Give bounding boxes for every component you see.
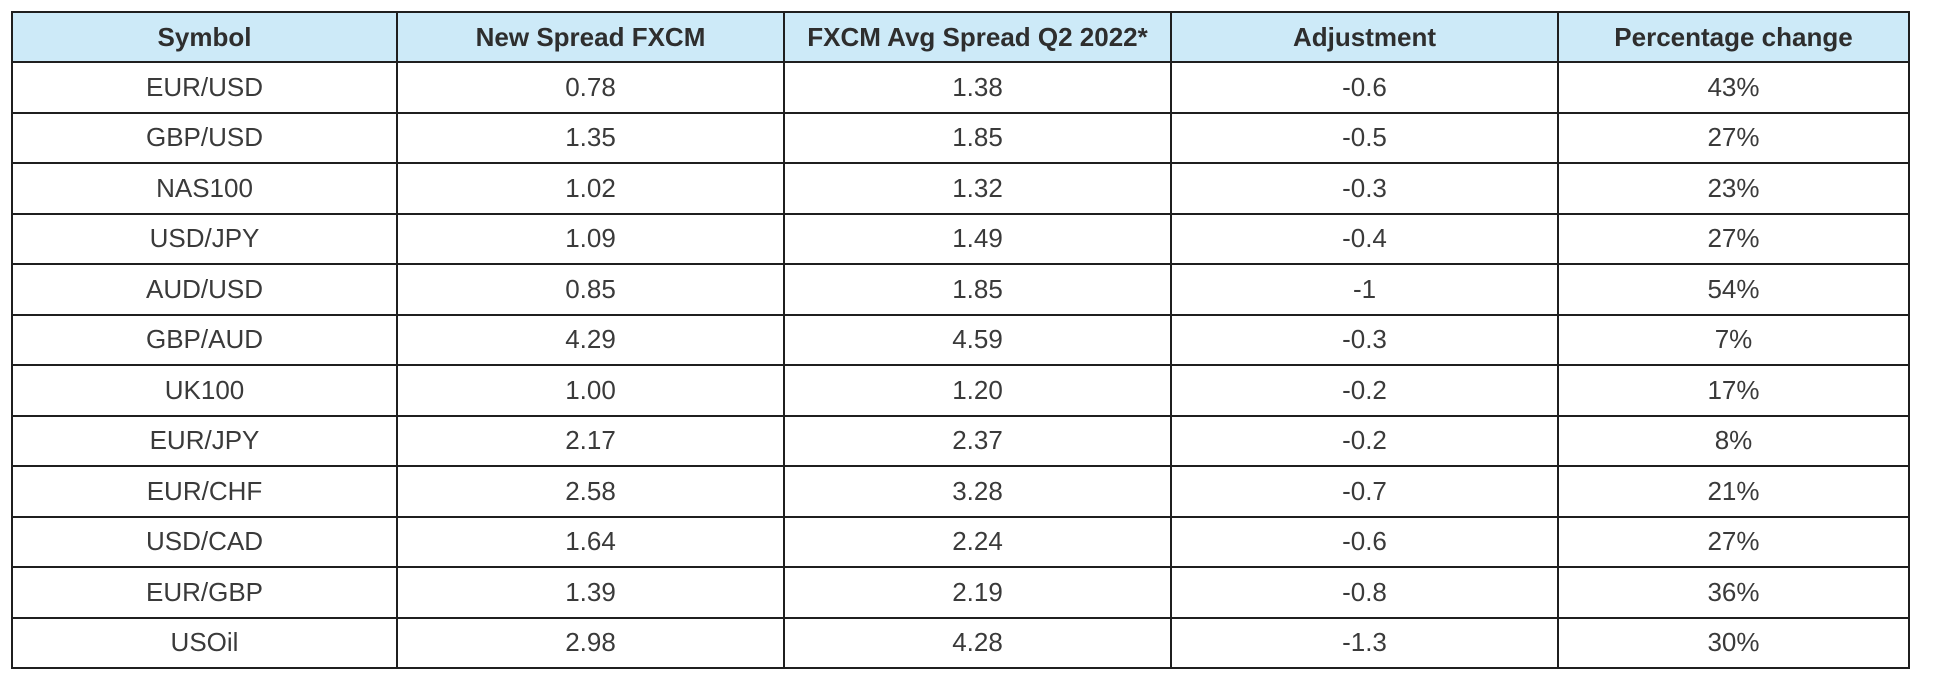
percentage-change-cell: 54%: [1557, 263, 1910, 316]
adjustment-cell: -1: [1170, 263, 1559, 316]
symbol-cell: GBP/USD: [11, 111, 398, 164]
table-row: GBP/USD 1.35 1.85 -0.5 27%: [11, 111, 1910, 164]
table-body: EUR/USD 0.78 1.38 -0.6 43% GBP/USD 1.35 1.85 -0.…: [11, 61, 1910, 669]
new-spread-cell: 4.29: [396, 313, 785, 366]
table-row: UK100 1.00 1.20 -0.2 17%: [11, 364, 1910, 417]
table-header: Symbol New Spread FXCM FXCM Avg Spread Q…: [11, 11, 1910, 63]
header-row: Symbol New Spread FXCM FXCM Avg Spread Q…: [11, 11, 1910, 63]
percentage-change-cell: 36%: [1557, 566, 1910, 619]
avg-spread-cell: 1.20: [783, 364, 1172, 417]
adjustment-cell: -0.4: [1170, 212, 1559, 265]
symbol-cell: AUD/USD: [11, 263, 398, 316]
avg-spread-cell: 4.59: [783, 313, 1172, 366]
adjustment-cell: -0.3: [1170, 162, 1559, 215]
new-spread-cell: 0.78: [396, 61, 785, 114]
adjustment-cell: -0.7: [1170, 465, 1559, 518]
percentage-change-cell: 27%: [1557, 212, 1910, 265]
symbol-cell: NAS100: [11, 162, 398, 215]
table-row: EUR/CHF 2.58 3.28 -0.7 21%: [11, 465, 1910, 518]
avg-spread-cell: 1.85: [783, 111, 1172, 164]
table-row: USD/CAD 1.64 2.24 -0.6 27%: [11, 515, 1910, 568]
adjustment-cell: -0.5: [1170, 111, 1559, 164]
table-row: AUD/USD 0.85 1.85 -1 54%: [11, 263, 1910, 316]
avg-spread-cell: 4.28: [783, 616, 1172, 669]
symbol-cell: USD/JPY: [11, 212, 398, 265]
adjustment-cell: -0.8: [1170, 566, 1559, 619]
percentage-change-cell: 27%: [1557, 515, 1910, 568]
table-row: USD/JPY 1.09 1.49 -0.4 27%: [11, 212, 1910, 265]
column-header-avg-spread: FXCM Avg Spread Q2 2022*: [783, 11, 1172, 63]
avg-spread-cell: 1.85: [783, 263, 1172, 316]
symbol-cell: UK100: [11, 364, 398, 417]
percentage-change-cell: 21%: [1557, 465, 1910, 518]
new-spread-cell: 2.98: [396, 616, 785, 669]
table-row: EUR/USD 0.78 1.38 -0.6 43%: [11, 61, 1910, 114]
spread-table-container: Symbol New Spread FXCM FXCM Avg Spread Q…: [11, 11, 1910, 669]
new-spread-cell: 1.09: [396, 212, 785, 265]
symbol-cell: GBP/AUD: [11, 313, 398, 366]
new-spread-cell: 1.02: [396, 162, 785, 215]
new-spread-cell: 1.00: [396, 364, 785, 417]
table-row: EUR/JPY 2.17 2.37 -0.2 8%: [11, 414, 1910, 467]
avg-spread-cell: 1.32: [783, 162, 1172, 215]
table-row: NAS100 1.02 1.32 -0.3 23%: [11, 162, 1910, 215]
new-spread-cell: 1.64: [396, 515, 785, 568]
new-spread-cell: 2.58: [396, 465, 785, 518]
symbol-cell: EUR/GBP: [11, 566, 398, 619]
adjustment-cell: -0.3: [1170, 313, 1559, 366]
symbol-cell: USOil: [11, 616, 398, 669]
percentage-change-cell: 17%: [1557, 364, 1910, 417]
table-row: EUR/GBP 1.39 2.19 -0.8 36%: [11, 566, 1910, 619]
avg-spread-cell: 2.19: [783, 566, 1172, 619]
avg-spread-cell: 1.49: [783, 212, 1172, 265]
new-spread-cell: 2.17: [396, 414, 785, 467]
avg-spread-cell: 3.28: [783, 465, 1172, 518]
column-header-percentage-change: Percentage change: [1557, 11, 1910, 63]
percentage-change-cell: 43%: [1557, 61, 1910, 114]
percentage-change-cell: 30%: [1557, 616, 1910, 669]
new-spread-cell: 1.39: [396, 566, 785, 619]
table-row: USOil 2.98 4.28 -1.3 30%: [11, 616, 1910, 669]
column-header-new-spread: New Spread FXCM: [396, 11, 785, 63]
column-header-adjustment: Adjustment: [1170, 11, 1559, 63]
percentage-change-cell: 23%: [1557, 162, 1910, 215]
spread-comparison-table: Symbol New Spread FXCM FXCM Avg Spread Q…: [11, 11, 1910, 669]
adjustment-cell: -0.2: [1170, 364, 1559, 417]
table-row: GBP/AUD 4.29 4.59 -0.3 7%: [11, 313, 1910, 366]
percentage-change-cell: 7%: [1557, 313, 1910, 366]
new-spread-cell: 0.85: [396, 263, 785, 316]
column-header-symbol: Symbol: [11, 11, 398, 63]
adjustment-cell: -0.6: [1170, 515, 1559, 568]
adjustment-cell: -0.6: [1170, 61, 1559, 114]
adjustment-cell: -1.3: [1170, 616, 1559, 669]
symbol-cell: EUR/CHF: [11, 465, 398, 518]
symbol-cell: USD/CAD: [11, 515, 398, 568]
adjustment-cell: -0.2: [1170, 414, 1559, 467]
avg-spread-cell: 1.38: [783, 61, 1172, 114]
avg-spread-cell: 2.37: [783, 414, 1172, 467]
percentage-change-cell: 27%: [1557, 111, 1910, 164]
percentage-change-cell: 8%: [1557, 414, 1910, 467]
new-spread-cell: 1.35: [396, 111, 785, 164]
symbol-cell: EUR/JPY: [11, 414, 398, 467]
symbol-cell: EUR/USD: [11, 61, 398, 114]
avg-spread-cell: 2.24: [783, 515, 1172, 568]
